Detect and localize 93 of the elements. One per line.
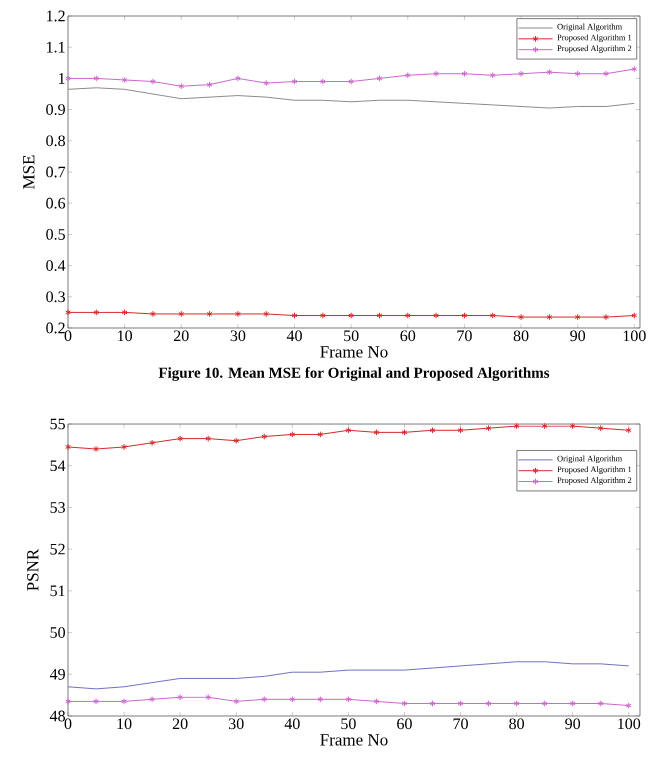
point bbox=[433, 70, 440, 78]
point bbox=[234, 75, 241, 82]
point bbox=[518, 70, 524, 78]
point bbox=[603, 70, 609, 78]
point bbox=[541, 422, 548, 430]
x-tick-label: 40 bbox=[284, 718, 300, 730]
y-tick-label: 0.7 bbox=[46, 166, 66, 178]
y-tick-label: 55 bbox=[50, 418, 65, 430]
point bbox=[401, 429, 408, 436]
point bbox=[376, 75, 383, 82]
x-tick-label: 80 bbox=[513, 330, 529, 342]
x-tick-label: 0 bbox=[64, 330, 72, 342]
point bbox=[597, 424, 604, 432]
x-tick-label: 80 bbox=[509, 718, 525, 730]
point bbox=[206, 81, 213, 88]
x-tick-label: 30 bbox=[230, 330, 246, 342]
point bbox=[93, 698, 99, 705]
y-tick-label: 1.2 bbox=[47, 10, 65, 22]
x-tick-label: 60 bbox=[400, 330, 416, 342]
point bbox=[263, 310, 270, 318]
y-tick-label: 51 bbox=[50, 585, 65, 597]
point bbox=[518, 313, 524, 321]
y-tick-label: 0.4 bbox=[46, 260, 66, 272]
y-tick-label: 50 bbox=[50, 627, 65, 638]
point bbox=[263, 79, 270, 87]
x-tick-label: 60 bbox=[397, 718, 412, 730]
point bbox=[345, 426, 352, 434]
x-tick-label: 90 bbox=[565, 718, 581, 730]
y-tick-label: 48 bbox=[49, 710, 65, 722]
y-tick-label: 0.3 bbox=[46, 291, 65, 303]
point bbox=[513, 422, 520, 430]
y-tick-label: 0.9 bbox=[46, 104, 65, 116]
x-tick-label: 10 bbox=[118, 330, 133, 342]
point bbox=[150, 310, 156, 318]
point bbox=[177, 693, 184, 701]
x-tick-label: 10 bbox=[117, 718, 132, 730]
y-tick-label: 0.5 bbox=[46, 228, 65, 240]
point bbox=[205, 693, 212, 701]
x-tick-label: 90 bbox=[570, 330, 586, 342]
point bbox=[149, 439, 156, 447]
point bbox=[121, 698, 127, 705]
x-tick-label: 30 bbox=[228, 718, 244, 730]
x-tick-label: 70 bbox=[457, 330, 472, 342]
point bbox=[546, 68, 553, 76]
point bbox=[574, 70, 581, 78]
point bbox=[121, 309, 128, 316]
x-tick-label: 70 bbox=[453, 718, 468, 730]
point bbox=[121, 443, 127, 451]
y-tick-label: 0.2 bbox=[46, 322, 65, 334]
point bbox=[93, 445, 99, 453]
y-tick-label: 49 bbox=[49, 668, 65, 680]
x-tick-label: 100 bbox=[618, 718, 641, 730]
y-tick-label: 52 bbox=[50, 543, 65, 555]
point bbox=[177, 435, 184, 442]
point bbox=[206, 310, 213, 318]
point bbox=[457, 426, 464, 434]
y-tick-label: 1.1 bbox=[47, 41, 65, 53]
point bbox=[345, 696, 352, 703]
x-tick-label: 100 bbox=[623, 330, 646, 342]
x-axis-title: Frame No bbox=[320, 346, 388, 358]
point bbox=[569, 422, 576, 430]
point bbox=[150, 78, 156, 85]
y-axis-title: PSNR bbox=[27, 548, 39, 591]
x-tick-label: 20 bbox=[173, 330, 189, 342]
point bbox=[461, 70, 468, 78]
point bbox=[121, 76, 128, 84]
x-tick-label: 40 bbox=[286, 330, 302, 342]
x-tick-label: 50 bbox=[341, 718, 356, 730]
point bbox=[178, 82, 185, 90]
point bbox=[485, 424, 492, 432]
y-axis-title: MSE bbox=[23, 155, 35, 189]
point bbox=[234, 310, 241, 318]
y-tick-label: 54 bbox=[50, 460, 66, 472]
x-tick-label: 50 bbox=[344, 330, 359, 342]
point bbox=[233, 698, 240, 705]
point bbox=[317, 696, 324, 703]
y-tick-label: 53 bbox=[50, 502, 65, 513]
point bbox=[603, 313, 609, 321]
x-tick-label: 20 bbox=[172, 718, 188, 730]
point bbox=[429, 426, 436, 434]
point bbox=[205, 435, 212, 442]
y-tick-label: 0.8 bbox=[46, 135, 65, 147]
y-tick-label: 0.6 bbox=[46, 197, 66, 209]
y-tick-label: 1 bbox=[59, 73, 65, 84]
point bbox=[178, 310, 185, 318]
point bbox=[546, 313, 553, 321]
point bbox=[373, 429, 380, 436]
point bbox=[433, 312, 440, 319]
x-tick-label: 0 bbox=[64, 718, 72, 730]
point bbox=[149, 696, 156, 703]
x-axis-title: Frame No bbox=[320, 734, 388, 746]
point bbox=[373, 698, 380, 705]
point bbox=[574, 313, 581, 321]
